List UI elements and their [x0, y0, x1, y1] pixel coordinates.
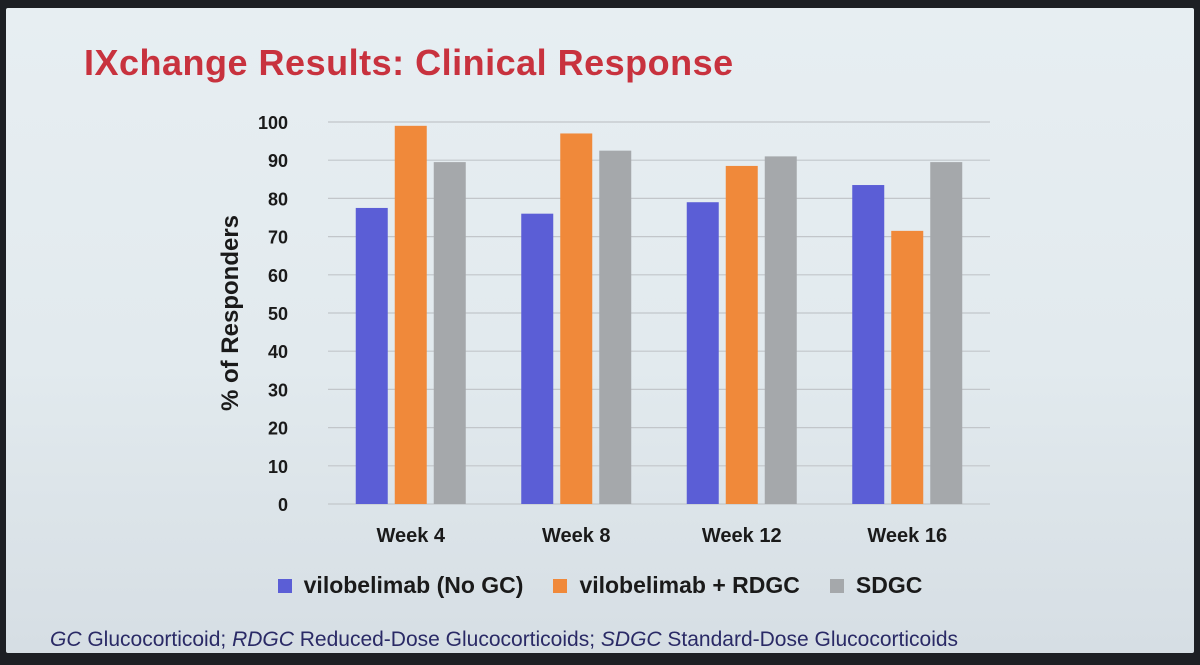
x-tick-label: Week 8 — [542, 525, 611, 547]
bar — [764, 156, 797, 504]
legend-label: SDGC — [855, 572, 923, 598]
y-tick-label: 70 — [268, 228, 288, 248]
bar — [355, 207, 388, 504]
y-axis-label: % of Responders — [217, 215, 244, 411]
footnote-abbreviation: GC — [50, 628, 82, 651]
bar — [930, 162, 963, 505]
legend-swatch — [277, 578, 292, 593]
y-tick-label: 40 — [268, 342, 288, 362]
legend-swatch — [553, 578, 568, 593]
legend-item: vilobelimab + RDGC — [553, 572, 800, 599]
legend-item: SDGC — [829, 572, 923, 599]
bar — [394, 125, 427, 504]
bar — [433, 162, 466, 505]
slide-title: IXchange Results: Clinical Response — [84, 42, 734, 83]
legend-label: vilobelimab + RDGC — [579, 572, 800, 598]
bar — [599, 150, 632, 504]
bar — [725, 165, 758, 504]
legend-swatch — [829, 578, 844, 593]
bar — [891, 230, 924, 504]
footnote-definition: Standard-Dose Glucocorticoids — [661, 628, 959, 651]
y-tick-label: 50 — [268, 304, 288, 324]
y-tick-label: 30 — [268, 380, 288, 400]
footnote-abbreviation: RDGC — [232, 628, 294, 651]
y-tick-label: 80 — [268, 189, 288, 209]
footnote-definition: Glucocorticoid; — [81, 628, 233, 651]
y-tick-label: 60 — [268, 266, 288, 286]
y-tick-label: 10 — [268, 457, 288, 477]
legend-label: vilobelimab (No GC) — [303, 572, 524, 598]
x-tick-label: Week 12 — [702, 525, 782, 547]
bar — [521, 213, 554, 504]
bar — [852, 185, 885, 504]
abbreviation-footnote: GC Glucocorticoid; RDGC Reduced-Dose Glu… — [50, 628, 958, 652]
slide: IXchange Results: Clinical Response 0 10 2… — [6, 8, 1194, 653]
x-tick-label: Week 4 — [376, 525, 445, 547]
footnote-definition: Reduced-Dose Glucocorticoids; — [293, 628, 601, 651]
y-tick-label: 20 — [268, 419, 288, 439]
bar — [686, 202, 719, 504]
bar — [560, 133, 593, 504]
legend-item: vilobelimab (No GC) — [277, 572, 524, 599]
y-tick-label: 100 — [258, 113, 288, 133]
y-tick-label: 0 — [278, 495, 288, 515]
footnote-abbreviation: SDGC — [600, 628, 662, 651]
bar-chart: 0 10 20 30 40 50 60 70 80 90 100 % of Responders Wee… — [217, 113, 990, 547]
chart-legend: vilobelimab (No GC) vilobelimab + RDGC SDG… — [6, 572, 1194, 599]
x-tick-label: Week 16 — [867, 525, 947, 547]
y-tick-label: 90 — [268, 151, 288, 171]
